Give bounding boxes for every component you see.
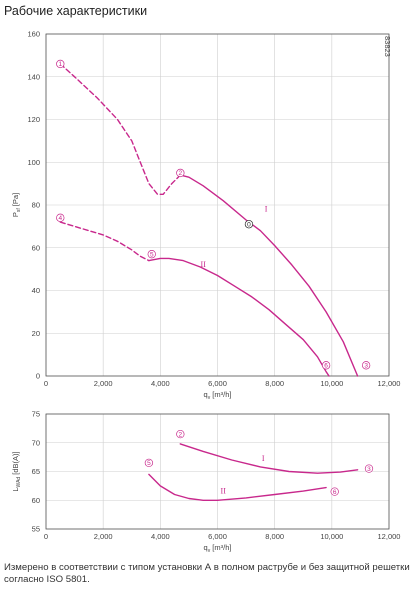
operating-point-label: 6 — [333, 489, 337, 496]
y-tick-label: 75 — [32, 410, 40, 419]
y-tick-label: 60 — [32, 496, 40, 505]
page-title: Рабочие характеристики — [4, 4, 148, 18]
y-tick-label: 0 — [36, 372, 40, 381]
x-tick-label: 6,000 — [208, 532, 227, 541]
chart-code: 83823 — [383, 36, 392, 57]
sound-chart: 0 2,000 4,000 6,000 8,000 10,000 12,0005560657… — [11, 410, 400, 554]
operating-point-marker — [56, 59, 65, 69]
operating-point-marker — [244, 220, 254, 229]
y-axis-label: Psf [Pa] — [11, 193, 22, 217]
y-tick-label: 160 — [27, 30, 40, 39]
operating-point-label: 1 — [58, 61, 62, 68]
plot-frame — [45, 33, 390, 377]
x-tick-label: 8,000 — [265, 532, 284, 541]
x-tick-label: 12,000 — [378, 532, 401, 541]
series-line-i-dashed — [59, 63, 181, 195]
operating-point-marker — [176, 429, 185, 439]
series-line-ii-dashed — [59, 221, 150, 262]
y-tick-label: 20 — [32, 329, 40, 338]
y-tick-label: 55 — [32, 525, 40, 534]
x-axis-label: qv [m³/h] — [204, 543, 232, 554]
characteristics-charts: 0 2,000 4,000 6,000 8,000 10,000 12,0000204060… — [11, 30, 400, 554]
x-tick-label: 0 — [44, 532, 48, 541]
x-tick-label: 6,000 — [208, 379, 227, 388]
series-line-i-solid — [179, 174, 359, 377]
series-line-ii-solid — [148, 257, 330, 377]
curve-label: I — [265, 204, 268, 213]
y-tick-label: 40 — [32, 286, 40, 295]
operating-point-label: 3 — [367, 466, 371, 473]
operating-point-marker — [144, 458, 154, 468]
operating-point-label: 0 — [247, 222, 251, 229]
x-axis-label: qv [m³/h] — [204, 390, 232, 401]
operating-point-marker — [321, 361, 331, 370]
y-tick-label: 60 — [32, 243, 40, 252]
operating-point-label: 2 — [179, 431, 183, 438]
operating-point-label: 5 — [147, 460, 151, 467]
operating-point-marker — [176, 168, 185, 178]
operating-point-marker — [364, 464, 374, 473]
operating-point-label: 4 — [58, 215, 62, 222]
y-tick-label: 80 — [32, 201, 40, 210]
y-tick-label: 120 — [27, 115, 40, 124]
x-tick-label: 4,000 — [151, 379, 170, 388]
operating-point-label: 2 — [179, 170, 183, 177]
operating-point-label: 3 — [364, 363, 368, 370]
x-tick-label: 8,000 — [265, 379, 284, 388]
pressure-chart: 0 2,000 4,000 6,000 8,000 10,000 12,0000204060… — [11, 30, 400, 401]
y-tick-label: 70 — [32, 438, 40, 447]
operating-point-marker — [56, 213, 65, 222]
curve-label: II — [221, 486, 227, 495]
x-tick-label: 10,000 — [320, 379, 343, 388]
operating-point-marker — [361, 361, 371, 370]
curve-label: II — [201, 260, 207, 269]
series-line-ii-solid — [148, 473, 327, 501]
x-tick-label: 2,000 — [94, 379, 113, 388]
curve-label: I — [262, 454, 265, 463]
x-tick-label: 0 — [44, 379, 48, 388]
x-tick-label: 12,000 — [378, 379, 401, 388]
x-tick-label: 4,000 — [151, 532, 170, 541]
operating-point-label: 6 — [324, 363, 328, 370]
series-line-i-solid — [179, 443, 359, 474]
footnote: Измерено в соответствии с типом установк… — [4, 562, 410, 585]
y-tick-label: 65 — [32, 467, 40, 476]
operating-point-label: 5 — [150, 251, 154, 258]
x-tick-label: 2,000 — [94, 532, 113, 541]
y-tick-label: 140 — [27, 72, 40, 81]
x-tick-label: 10,000 — [320, 532, 343, 541]
y-tick-label: 100 — [27, 158, 40, 167]
operating-point-marker — [147, 250, 156, 259]
y-axis-label: LWAd [dB(A)] — [11, 451, 22, 491]
operating-point-marker — [330, 487, 339, 496]
plot-frame — [45, 413, 390, 530]
